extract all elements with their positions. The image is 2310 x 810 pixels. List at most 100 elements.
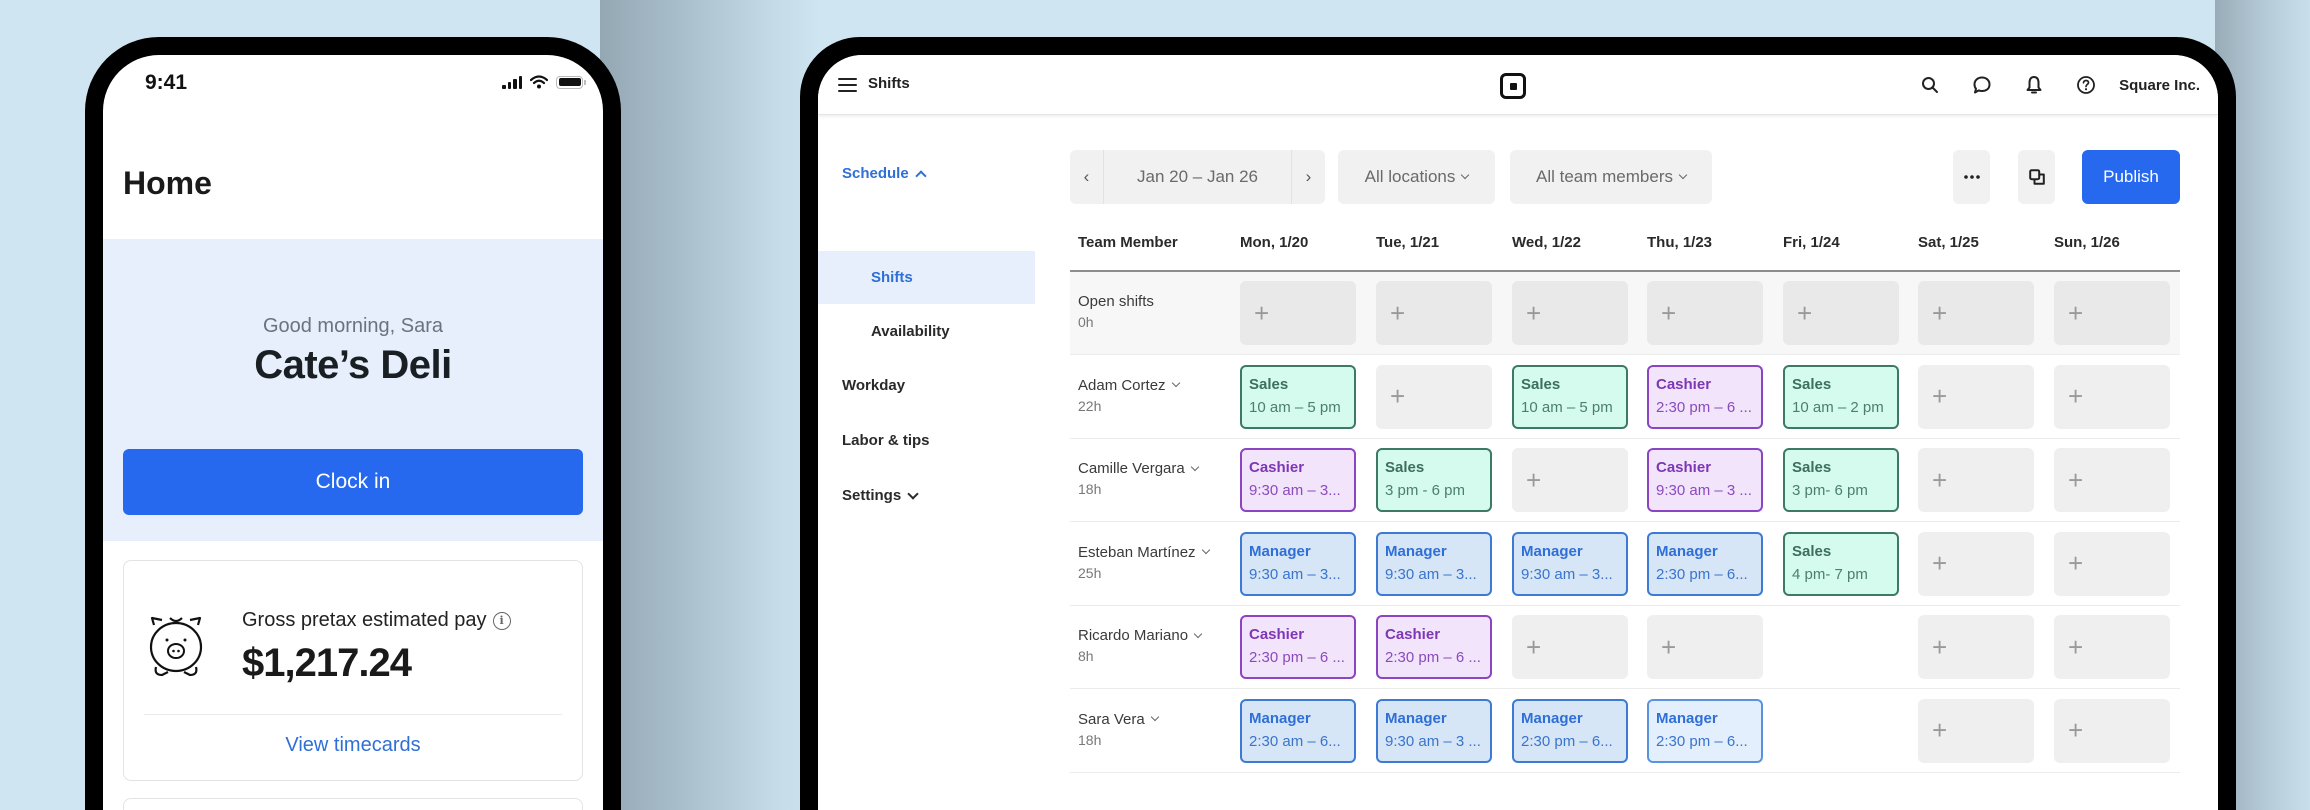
shift-role: Sales — [1521, 375, 1561, 393]
shift-card[interactable]: Manager 9:30 am – 3... — [1376, 531, 1492, 596]
add-shift-button[interactable]: + — [2054, 364, 2170, 429]
shift-card[interactable]: Cashier 9:30 am – 3... — [1240, 448, 1356, 512]
add-shift-button[interactable]: + — [1512, 615, 1628, 679]
add-shift-button[interactable]: + — [1918, 448, 2034, 512]
sidebar-item-availability[interactable]: Availability — [871, 323, 950, 340]
team-member-info[interactable]: Sara Vera 18h — [1078, 710, 1159, 748]
shift-card[interactable]: Manager 9:30 am – 3... — [1512, 531, 1628, 596]
square-logo-icon[interactable] — [1500, 73, 1526, 99]
add-shift-button[interactable]: + — [2054, 698, 2170, 763]
sidebar-item-labor-tips[interactable]: Labor & tips — [842, 432, 930, 449]
chat-icon[interactable] — [1971, 74, 1993, 96]
copy-schedule-button[interactable] — [2018, 150, 2055, 204]
add-shift-button[interactable]: + — [2054, 531, 2170, 596]
shift-card[interactable]: Sales 10 am – 5 pm — [1240, 364, 1356, 429]
page-title: Home — [123, 165, 212, 201]
welcome-hero: Good morning, Sara Cate’s Deli Clock in — [103, 239, 603, 541]
sidebar-item-workday[interactable]: Workday — [842, 377, 905, 394]
team-member-info[interactable]: Adam Cortez 22h — [1078, 377, 1180, 414]
locations-filter[interactable]: All locations — [1338, 150, 1495, 204]
team-member-name[interactable]: Camille Vergara — [1078, 460, 1199, 477]
hamburger-icon[interactable] — [838, 78, 857, 92]
header-actions: Square Inc. — [1919, 71, 2200, 99]
team-filter-label: All team members — [1536, 167, 1673, 186]
team-member-row: Sara Vera 18h Manager 2:30 am – 6... Manager… — [1070, 690, 2180, 773]
shift-card[interactable]: Cashier 2:30 pm – 6 ... — [1240, 615, 1356, 679]
chevron-up-icon — [915, 169, 927, 182]
shift-card[interactable]: Sales 3 pm- 6 pm — [1783, 448, 1899, 512]
add-shift-button[interactable]: + — [1647, 615, 1763, 679]
add-shift-button[interactable]: + — [1512, 448, 1628, 512]
chevron-down-icon[interactable] — [1171, 378, 1180, 388]
shift-card[interactable]: Manager 9:30 am – 3... — [1240, 531, 1356, 596]
team-member-name-text: Camille Vergara — [1078, 460, 1185, 477]
shift-card[interactable]: Sales 4 pm- 7 pm — [1783, 531, 1899, 596]
date-range[interactable]: Jan 20 – Jan 26 — [1137, 167, 1258, 186]
shift-role: Cashier — [1249, 626, 1305, 643]
add-shift-button[interactable]: + — [2054, 281, 2170, 345]
column-header: Tue, 1/21 — [1376, 234, 1440, 251]
add-shift-button[interactable]: + — [1783, 281, 1899, 345]
shift-card[interactable]: Manager 2:30 pm – 6... — [1647, 531, 1763, 596]
sidebar-item-settings[interactable]: Settings — [842, 487, 919, 504]
team-member-info[interactable]: Ricardo Mariano 8h — [1078, 627, 1203, 664]
shift-card[interactable]: Cashier 9:30 am – 3 ... — [1647, 448, 1763, 512]
chevron-down-icon[interactable] — [1150, 712, 1159, 722]
shift-card[interactable]: Sales 10 am – 5 pm — [1512, 364, 1628, 429]
tablet-device: Shifts Square Inc. — [800, 37, 2236, 810]
plus-icon: + — [1932, 464, 1948, 495]
chevron-down-icon[interactable] — [1193, 629, 1203, 638]
add-shift-button[interactable]: + — [1376, 364, 1492, 429]
shift-card[interactable]: Manager 2:30 pm – 6... — [1512, 698, 1628, 763]
shift-card[interactable]: Cashier 2:30 pm – 6 ... — [1376, 615, 1492, 679]
team-member-name[interactable]: Sara Vera — [1078, 710, 1159, 728]
shift-card[interactable]: Sales 3 pm - 6 pm — [1376, 448, 1492, 512]
team-member-name-text: Sara Vera — [1078, 710, 1145, 728]
info-icon[interactable]: i — [492, 611, 511, 630]
sidebar-item-schedule[interactable]: Schedule — [842, 165, 927, 182]
add-shift-button[interactable]: + — [2054, 448, 2170, 512]
more-options-button[interactable] — [1953, 150, 1990, 204]
shift-card[interactable]: Sales 10 am – 2 pm — [1783, 364, 1899, 429]
add-shift-button[interactable]: + — [1918, 531, 2034, 596]
shift-role: Manager — [1656, 542, 1718, 560]
team-member-name[interactable]: Adam Cortez — [1078, 377, 1180, 394]
sidebar-item-shifts[interactable]: Shifts — [871, 269, 913, 286]
team-members-filter[interactable]: All team members — [1510, 150, 1712, 204]
shift-role: Manager — [1385, 542, 1447, 560]
team-member-info[interactable]: Camille Vergara 18h — [1078, 460, 1199, 497]
search-icon[interactable] — [1919, 74, 1941, 96]
team-member-name[interactable]: Ricardo Mariano — [1078, 627, 1203, 644]
bell-icon[interactable] — [2023, 74, 2045, 96]
view-timecards-link[interactable]: View timecards — [285, 734, 421, 756]
chevron-down-icon[interactable] — [1190, 462, 1199, 471]
shift-card[interactable]: Manager 2:30 pm – 6... — [1647, 698, 1763, 763]
add-shift-button[interactable]: + — [1647, 281, 1763, 345]
add-shift-button[interactable]: + — [1376, 281, 1492, 345]
publish-button[interactable]: Publish — [2082, 150, 2180, 204]
shift-role: Manager — [1249, 709, 1311, 727]
clock-in-button[interactable]: Clock in — [123, 449, 583, 515]
add-shift-button[interactable]: + — [1240, 281, 1356, 345]
add-shift-button[interactable]: + — [2054, 615, 2170, 679]
shift-card[interactable]: Manager 9:30 am – 3 ... — [1376, 698, 1492, 763]
help-icon[interactable] — [2075, 74, 2097, 96]
team-member-info[interactable]: Esteban Martínez 25h — [1078, 544, 1210, 581]
shift-card[interactable]: Cashier 2:30 pm – 6 ... — [1647, 364, 1763, 429]
plus-icon: + — [1526, 631, 1542, 662]
prev-week-button[interactable]: ‹ — [1070, 150, 1104, 204]
chevron-down-icon[interactable] — [1201, 545, 1210, 555]
shift-time: 10 am – 5 pm — [1521, 398, 1613, 416]
team-member-name[interactable]: Esteban Martínez — [1078, 544, 1210, 561]
add-shift-button[interactable]: + — [1918, 281, 2034, 345]
shift-role: Manager — [1521, 709, 1583, 727]
next-week-button[interactable]: › — [1291, 150, 1325, 204]
add-shift-button[interactable]: + — [1918, 698, 2034, 763]
shift-role: Sales — [1792, 375, 1832, 393]
add-shift-button[interactable]: + — [1918, 615, 2034, 679]
add-shift-button[interactable]: + — [1512, 281, 1628, 345]
shift-card[interactable]: Manager 2:30 am – 6... — [1240, 698, 1356, 763]
shift-time: 10 am – 2 pm — [1792, 398, 1884, 416]
org-name[interactable]: Square Inc. — [2119, 76, 2200, 94]
add-shift-button[interactable]: + — [1918, 364, 2034, 429]
